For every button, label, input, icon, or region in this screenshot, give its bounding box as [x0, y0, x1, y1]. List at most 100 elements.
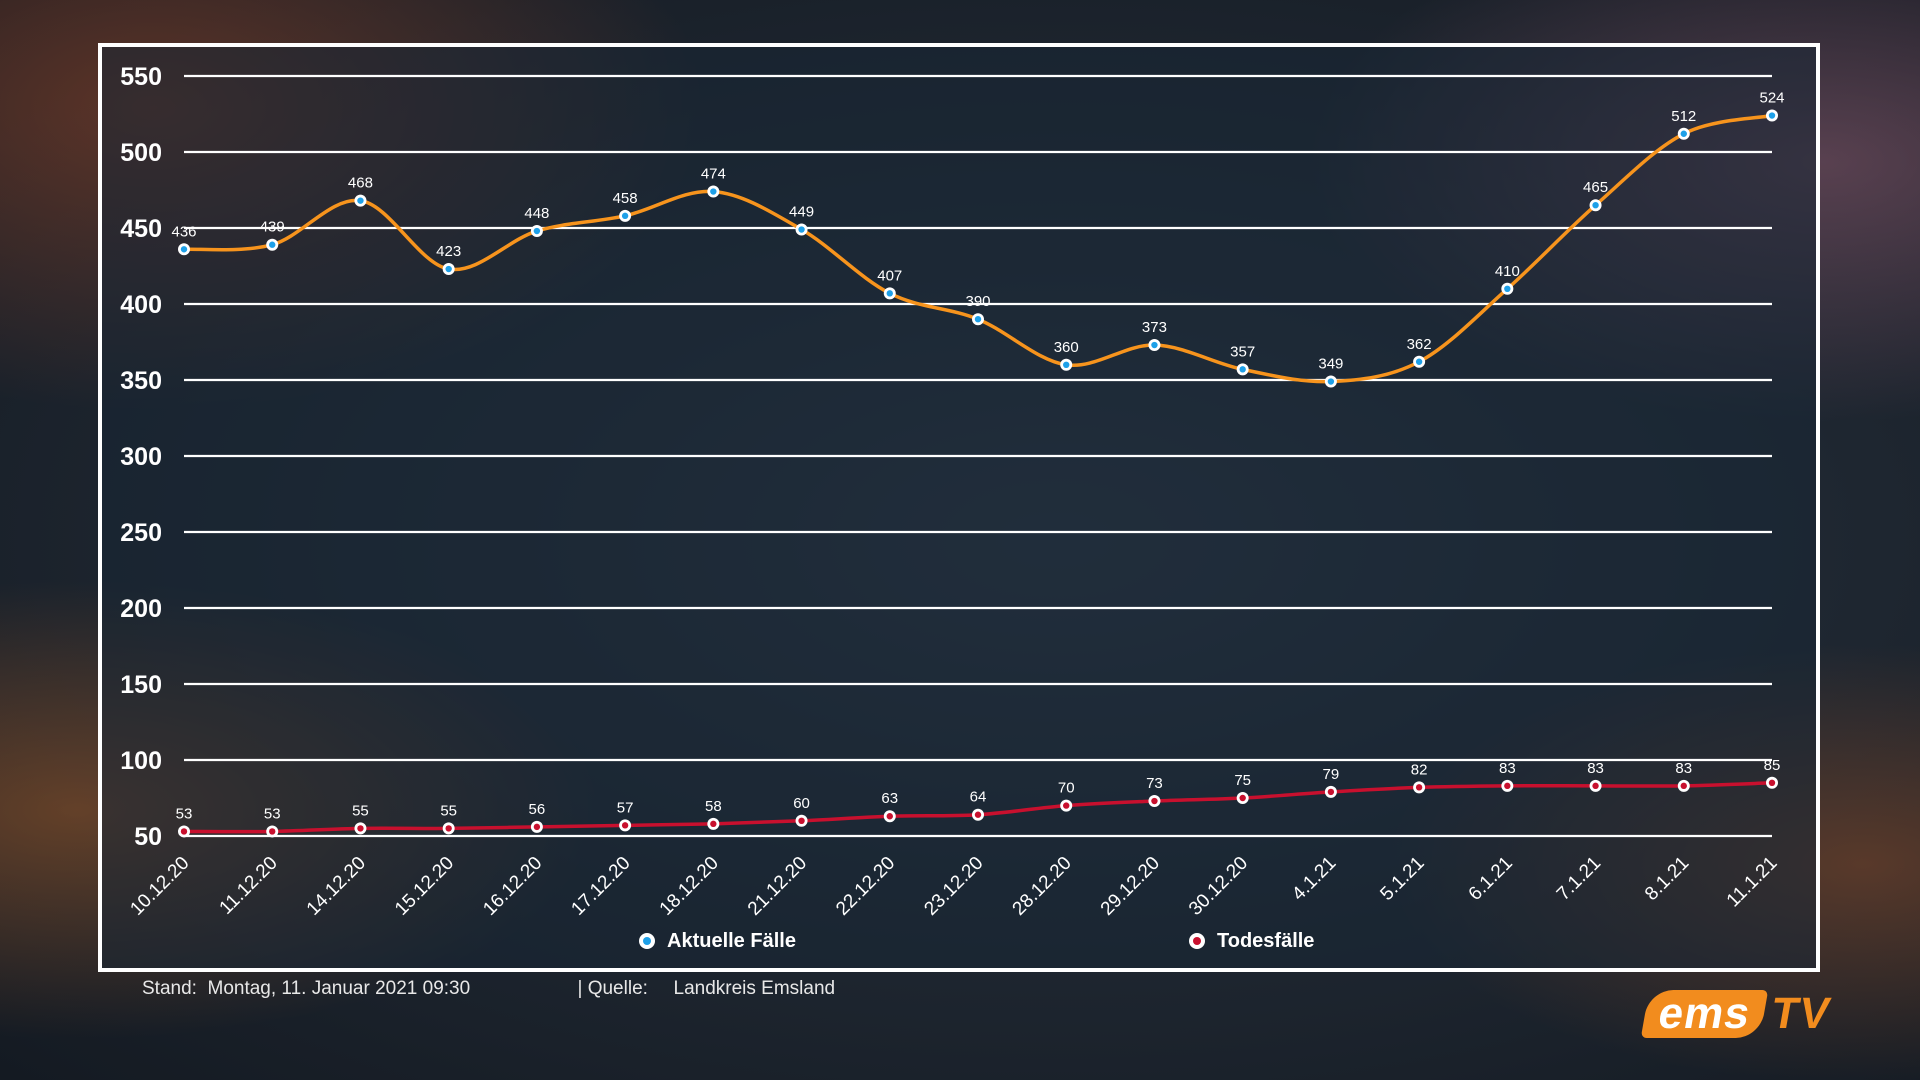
data-label: 75 — [1234, 772, 1251, 789]
data-label: 83 — [1499, 760, 1516, 777]
data-point-center — [1151, 797, 1158, 805]
chart-frame: 50 100 150 200 250 300 350 400 450 500 550 10.12.20… — [98, 43, 1820, 972]
data-point-center — [1063, 802, 1070, 809]
data-label: 474 — [701, 166, 726, 183]
x-tick-label: 10.12.20 — [126, 853, 193, 920]
x-tick-label: 16.12.20 — [479, 853, 546, 920]
x-tick-label: 28.12.20 — [1009, 853, 1076, 920]
data-label: 410 — [1495, 263, 1520, 280]
data-point-center — [269, 828, 276, 835]
data-label: 83 — [1587, 760, 1604, 777]
x-tick-label: 23.12.20 — [920, 853, 987, 920]
data-label: 439 — [260, 219, 285, 236]
data-label: 373 — [1142, 319, 1167, 336]
x-tick-label: 17.12.20 — [567, 853, 634, 920]
data-point-center — [1592, 782, 1599, 790]
data-label: 524 — [1759, 90, 1784, 107]
x-tick-label: 4.1.21 — [1288, 853, 1340, 905]
y-tick-label: 500 — [120, 139, 162, 167]
data-point-center — [1151, 341, 1158, 349]
data-label: 349 — [1318, 356, 1343, 373]
data-point-center — [621, 212, 629, 220]
data-label: 362 — [1407, 336, 1432, 353]
data-point-center — [710, 188, 717, 195]
data-point-center — [1768, 779, 1776, 786]
data-point-center — [357, 197, 364, 204]
data-label: 357 — [1230, 343, 1255, 360]
data-label: 64 — [970, 789, 987, 806]
data-label: 55 — [352, 802, 369, 819]
data-point-center — [886, 290, 893, 297]
data-label: 449 — [789, 204, 814, 221]
data-label: 360 — [1054, 339, 1079, 356]
series-line — [183, 113, 1773, 384]
stand-value: Montag, 11. Januar 2021 09:30 — [207, 978, 471, 999]
data-point-center — [1680, 130, 1687, 137]
data-label: 468 — [348, 175, 373, 192]
data-label: 448 — [524, 205, 549, 222]
data-point-center — [533, 227, 541, 235]
y-tick-label: 100 — [120, 747, 162, 775]
data-label: 423 — [436, 243, 461, 260]
data-point-center — [269, 241, 276, 248]
data-point-center — [180, 828, 188, 835]
data-point-center — [533, 823, 541, 831]
x-tick-label: 15.12.20 — [391, 853, 458, 920]
source-label: | Quelle: — [577, 978, 648, 999]
line-chart: 50 100 150 200 250 300 350 400 450 500 550 10.12.20… — [120, 63, 1784, 952]
data-point-center — [974, 811, 982, 818]
y-tick-label: 300 — [120, 443, 162, 471]
x-tick-label: 5.1.21 — [1376, 853, 1428, 905]
y-tick-label: 50 — [134, 823, 162, 851]
data-label: 458 — [613, 190, 638, 207]
x-tick-label: 7.1.21 — [1553, 853, 1605, 905]
data-label: 70 — [1058, 780, 1075, 797]
data-point-center — [1768, 112, 1776, 119]
legend-label: Aktuelle Fälle — [667, 930, 796, 952]
y-tick-label: 200 — [120, 595, 162, 623]
data-point-center — [445, 265, 452, 273]
data-point-center — [445, 825, 452, 832]
data-point-center — [1680, 782, 1687, 790]
data-point-center — [357, 825, 364, 832]
data-label: 83 — [1675, 760, 1692, 777]
data-label: 85 — [1764, 757, 1781, 774]
source-value: Landkreis Emsland — [673, 978, 836, 999]
ems-tv-logo: ems TV — [1640, 989, 1835, 1038]
data-point-center — [710, 820, 717, 828]
y-tick-label: 150 — [120, 671, 162, 699]
footer: Stand: Montag, 11. Januar 2021 09:30 | Qu… — [142, 978, 835, 1000]
x-tick-label: 22.12.20 — [832, 853, 899, 920]
x-tick-label: 30.12.20 — [1185, 853, 1252, 920]
x-tick-label: 21.12.20 — [744, 853, 811, 920]
y-tick-label: 350 — [120, 367, 162, 395]
data-label: 465 — [1583, 179, 1608, 196]
data-point-center — [798, 817, 805, 824]
data-point-center — [1239, 366, 1246, 373]
data-label: 58 — [705, 798, 722, 815]
data-label: 60 — [793, 795, 810, 812]
x-tick-label: 29.12.20 — [1097, 853, 1164, 920]
data-label: 57 — [617, 799, 634, 816]
data-label: 512 — [1671, 108, 1696, 125]
x-tick-label: 11.12.20 — [216, 853, 282, 919]
data-label: 53 — [264, 805, 281, 822]
data-point-center — [1327, 378, 1335, 385]
stand-label: Stand: — [142, 978, 197, 999]
data-point-center — [1504, 285, 1511, 292]
x-tick-label: 8.1.21 — [1641, 853, 1693, 905]
data-label: 407 — [877, 267, 902, 284]
data-label: 73 — [1146, 775, 1163, 792]
x-tick-label: 18.12.20 — [656, 853, 723, 920]
legend-marker-center — [643, 937, 651, 945]
data-point-center — [1504, 782, 1511, 790]
logo-ems: ems — [1640, 989, 1769, 1038]
y-tick-label: 400 — [120, 291, 162, 319]
x-tick-label: 6.1.21 — [1465, 853, 1517, 905]
data-label: 53 — [176, 805, 193, 822]
data-label: 55 — [440, 802, 457, 819]
data-point-center — [1063, 361, 1070, 368]
data-point-center — [1415, 358, 1423, 365]
data-point-center — [621, 822, 629, 829]
data-label: 82 — [1411, 761, 1428, 778]
